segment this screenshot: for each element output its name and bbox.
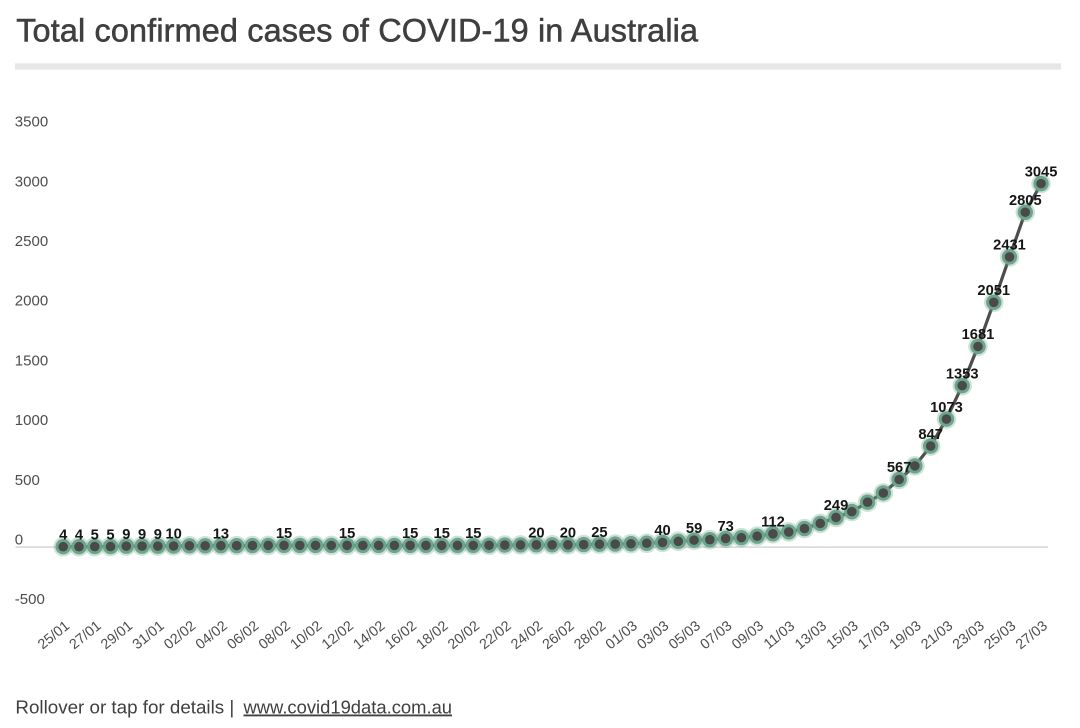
svg-text:500: 500 <box>15 472 40 489</box>
svg-text:3000: 3000 <box>15 173 48 190</box>
svg-text:1500: 1500 <box>15 352 48 369</box>
svg-text:25: 25 <box>591 525 607 541</box>
svg-text:2431: 2431 <box>993 238 1026 254</box>
svg-text:5: 5 <box>106 527 114 543</box>
svg-text:1681: 1681 <box>962 327 995 343</box>
svg-text:9: 9 <box>138 527 146 543</box>
svg-text:2051: 2051 <box>977 283 1010 299</box>
svg-text:1353: 1353 <box>946 366 979 382</box>
svg-text:9: 9 <box>154 527 162 543</box>
svg-text:15: 15 <box>339 526 355 542</box>
svg-text:3045: 3045 <box>1025 164 1058 180</box>
svg-text:15: 15 <box>402 526 418 542</box>
svg-text:20: 20 <box>528 526 544 542</box>
svg-text:9: 9 <box>122 527 130 543</box>
svg-text:40: 40 <box>654 523 670 539</box>
svg-text:112: 112 <box>761 515 785 531</box>
svg-text:10: 10 <box>165 527 181 543</box>
svg-text:73: 73 <box>717 519 733 535</box>
svg-text:-500: -500 <box>15 591 45 608</box>
svg-text:3500: 3500 <box>15 114 48 131</box>
svg-text:59: 59 <box>686 521 702 537</box>
svg-text:2000: 2000 <box>15 293 48 310</box>
svg-text:15: 15 <box>434 526 450 542</box>
svg-text:249: 249 <box>824 498 849 514</box>
svg-text:2500: 2500 <box>15 233 48 250</box>
svg-text:1073: 1073 <box>930 400 963 416</box>
svg-text:Rollover or tap for details |: Rollover or tap for details | www.covid1… <box>15 697 452 718</box>
svg-text:2805: 2805 <box>1009 193 1042 209</box>
svg-text:15: 15 <box>465 526 481 542</box>
svg-text:Total confirmed cases of COVID: Total confirmed cases of COVID-19 in Aus… <box>16 13 699 49</box>
svg-text:4: 4 <box>59 527 68 543</box>
svg-text:0: 0 <box>15 532 23 549</box>
svg-text:5: 5 <box>91 527 99 543</box>
svg-text:847: 847 <box>918 427 943 443</box>
svg-text:13: 13 <box>213 526 229 542</box>
svg-text:1000: 1000 <box>15 412 48 429</box>
svg-text:4: 4 <box>75 527 84 543</box>
svg-text:567: 567 <box>887 460 912 476</box>
svg-text:15: 15 <box>276 526 292 542</box>
svg-text:20: 20 <box>560 526 576 542</box>
